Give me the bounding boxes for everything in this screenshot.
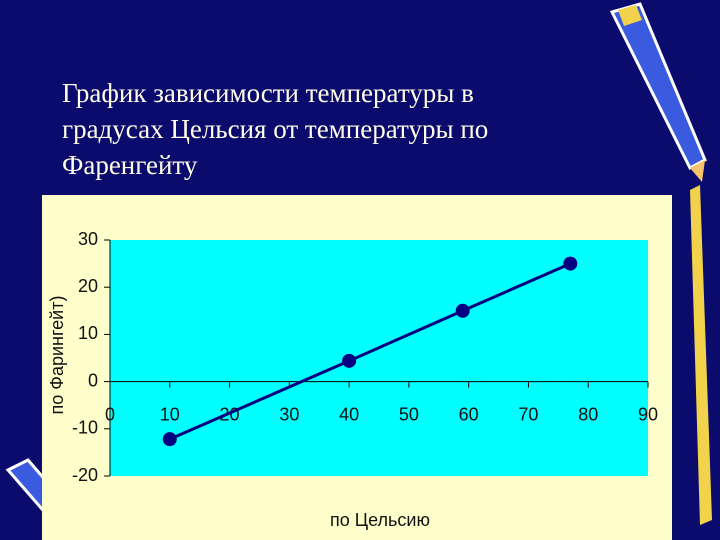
y-tick-label: 30 — [78, 229, 98, 249]
y-tick-label: 10 — [78, 323, 98, 343]
x-tick-label: 30 — [279, 404, 299, 424]
y-tick-label: -20 — [72, 465, 98, 485]
data-point — [162, 432, 177, 447]
data-point — [455, 303, 470, 318]
x-tick-label: 10 — [160, 404, 180, 424]
y-tick-label: -10 — [72, 418, 98, 438]
x-tick-label: 70 — [518, 404, 538, 424]
plot-area — [110, 240, 648, 476]
y-axis-label: по Фарингейт) — [47, 296, 67, 415]
data-point — [563, 256, 578, 271]
title-line: градусах Цельсия от температуры по — [62, 114, 488, 144]
x-tick-label: 60 — [459, 404, 479, 424]
data-point — [342, 353, 357, 368]
title-line: График зависимости температуры в — [62, 78, 474, 108]
x-tick-label: 0 — [105, 404, 115, 424]
data-line — [169, 262, 571, 441]
title-line: Фаренгейту — [62, 150, 198, 180]
x-axis-label: по Цельсию — [330, 510, 430, 530]
y-tick-label: 0 — [88, 370, 98, 390]
y-tick-label: 20 — [78, 276, 98, 296]
x-tick-label: 90 — [638, 404, 658, 424]
x-tick-label: 40 — [339, 404, 359, 424]
x-tick-label: 80 — [578, 404, 598, 424]
x-tick-label: 50 — [399, 404, 419, 424]
